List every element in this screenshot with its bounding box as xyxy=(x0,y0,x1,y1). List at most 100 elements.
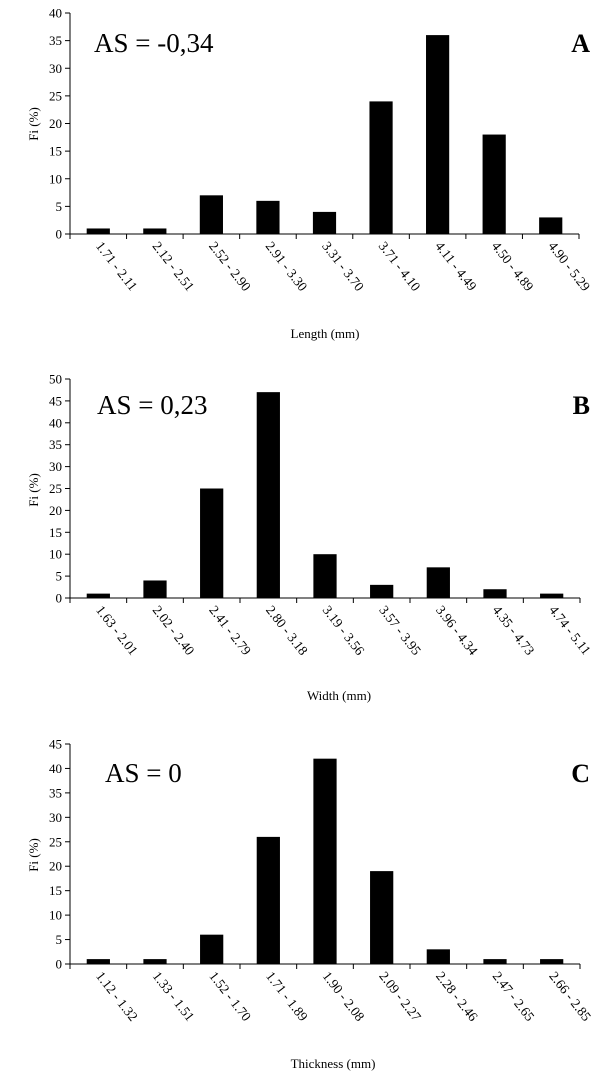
y-tick-label-c: 25 xyxy=(49,834,62,849)
x-tick-label-b: 1.63 - 2.01 xyxy=(93,603,141,658)
bar-c xyxy=(483,959,507,964)
panel-label-b: B xyxy=(573,391,590,420)
annotation-c: AS = 0 xyxy=(105,758,182,788)
x-tick-label-a: 4.90 - 5.29 xyxy=(545,239,592,295)
y-axis-label-a: Fi (%) xyxy=(26,107,41,141)
bar-c xyxy=(426,949,450,964)
x-tick-label-b: 3.57 - 3.95 xyxy=(376,603,424,659)
panel-a: AS = -0,34 A Fi (%) Length (mm) 0 5 10 15 20… xyxy=(26,6,592,342)
y-tick-label-a: 0 xyxy=(56,227,63,242)
bar-c xyxy=(86,959,110,964)
x-tick-label-b: 4.35 - 4.73 xyxy=(490,603,538,659)
x-tick-label-a: 2.91 - 3.30 xyxy=(263,239,311,295)
y-tick-label-b: 40 xyxy=(49,415,62,430)
x-tick-label-c: 1.33 - 1.51 xyxy=(150,969,198,1024)
x-tick-label-a: 2.52 - 2.90 xyxy=(206,239,254,295)
bar-c xyxy=(200,934,224,964)
x-tick-label-b: 2.41 - 2.79 xyxy=(206,603,254,659)
y-tick-label-a: 35 xyxy=(49,33,62,48)
bar-b xyxy=(370,584,394,598)
annotation-a: AS = -0,34 xyxy=(94,28,214,58)
y-tick-label-b: 50 xyxy=(49,372,62,387)
y-tick-label-a: 30 xyxy=(49,61,62,76)
x-tick-label-c: 1.12 - 1.32 xyxy=(93,969,141,1024)
x-tick-label-a: 1.71 - 2.11 xyxy=(93,239,141,294)
y-axis-label-b: Fi (%) xyxy=(26,473,41,507)
x-tick-label-c: 2.66 - 2.85 xyxy=(546,969,592,1025)
y-tick-label-b: 5 xyxy=(56,569,63,584)
bar-b xyxy=(313,554,337,598)
x-tick-label-b: 4.74 - 5.11 xyxy=(546,603,592,658)
x-tick-label-b: 3.96 - 4.34 xyxy=(433,603,481,659)
y-axis-label-c: Fi (%) xyxy=(26,838,41,872)
bar-b xyxy=(540,593,564,598)
y-tick-label-c: 5 xyxy=(56,932,63,947)
y-tick-label-b: 25 xyxy=(49,481,62,496)
bar-b xyxy=(200,488,224,598)
y-tick-label-c: 30 xyxy=(49,810,62,825)
y-tick-label-a: 25 xyxy=(49,88,62,103)
x-axis-label-a: Length (mm) xyxy=(291,326,360,341)
y-tick-label-b: 20 xyxy=(49,503,62,518)
y-tick-label-b: 35 xyxy=(49,437,62,452)
x-axis-label-b: Width (mm) xyxy=(307,688,371,703)
panel-c: AS = 0 C Fi (%) Thickness (mm) 0 5 10 15 20 2… xyxy=(26,737,592,1072)
y-tick-label-c: 20 xyxy=(49,859,62,874)
bar-a xyxy=(86,228,110,234)
y-tick-label-c: 10 xyxy=(49,908,62,923)
bar-a xyxy=(199,195,223,234)
bar-b xyxy=(483,589,507,598)
y-tick-label-b: 10 xyxy=(49,547,62,562)
panel-b: AS = 0,23 B Fi (%) Width (mm) 0 5 10 15 20 25… xyxy=(26,372,592,704)
x-axis-label-c: Thickness (mm) xyxy=(291,1056,376,1071)
panel-label-c: C xyxy=(571,759,590,788)
x-tick-label-a: 4.50 - 4.89 xyxy=(489,239,537,295)
y-tick-label-b: 0 xyxy=(56,591,63,606)
bar-b xyxy=(143,580,167,598)
y-tick-label-a: 20 xyxy=(49,116,62,131)
bar-c xyxy=(313,758,337,964)
x-tick-label-a: 3.31 - 3.70 xyxy=(319,239,367,295)
y-tick-label-b: 45 xyxy=(49,393,62,408)
y-tick-label-a: 5 xyxy=(56,199,63,214)
bar-c xyxy=(540,959,564,964)
bar-a xyxy=(143,228,167,234)
y-tick-label-a: 10 xyxy=(49,171,62,186)
x-tick-label-a: 3.71 - 4.10 xyxy=(376,239,424,295)
x-tick-label-b: 3.19 - 3.56 xyxy=(320,603,368,659)
bar-a xyxy=(256,200,280,234)
y-tick-label-c: 45 xyxy=(49,737,62,752)
x-tick-label-c: 1.52 - 1.70 xyxy=(206,969,254,1025)
x-tick-label-c: 2.28 - 2.46 xyxy=(433,969,481,1025)
annotation-b: AS = 0,23 xyxy=(97,390,208,420)
bar-b xyxy=(256,392,280,598)
y-tick-label-c: 40 xyxy=(49,761,62,776)
x-tick-label-a: 2.12 - 2.51 xyxy=(149,239,197,294)
x-tick-label-b: 2.02 - 2.40 xyxy=(150,603,198,659)
x-tick-label-a: 4.11 - 4.49 xyxy=(432,239,480,294)
bar-a xyxy=(426,35,450,234)
x-tick-label-b: 2.80 - 3.18 xyxy=(263,603,311,659)
y-tick-label-b: 15 xyxy=(49,525,62,540)
bar-c xyxy=(370,871,394,964)
y-tick-label-a: 15 xyxy=(49,144,62,159)
bar-a xyxy=(369,101,393,235)
bar-c xyxy=(256,836,280,964)
y-tick-label-c: 15 xyxy=(49,883,62,898)
y-tick-label-c: 0 xyxy=(56,957,63,972)
bar-a xyxy=(312,211,337,234)
y-tick-label-a: 40 xyxy=(49,6,62,21)
bar-b xyxy=(426,567,450,598)
bar-a xyxy=(539,217,563,234)
bar-c xyxy=(143,959,167,964)
panel-label-a: A xyxy=(571,29,590,58)
y-tick-label-c: 35 xyxy=(49,785,62,800)
x-tick-label-c: 2.09 - 2.27 xyxy=(376,969,424,1025)
x-tick-label-c: 1.90 - 2.08 xyxy=(320,969,368,1025)
x-tick-label-c: 1.71 - 1.89 xyxy=(263,969,311,1025)
x-tick-label-c: 2.47 - 2.65 xyxy=(490,969,538,1025)
y-tick-label-b: 30 xyxy=(49,459,62,474)
bar-b xyxy=(86,593,110,598)
